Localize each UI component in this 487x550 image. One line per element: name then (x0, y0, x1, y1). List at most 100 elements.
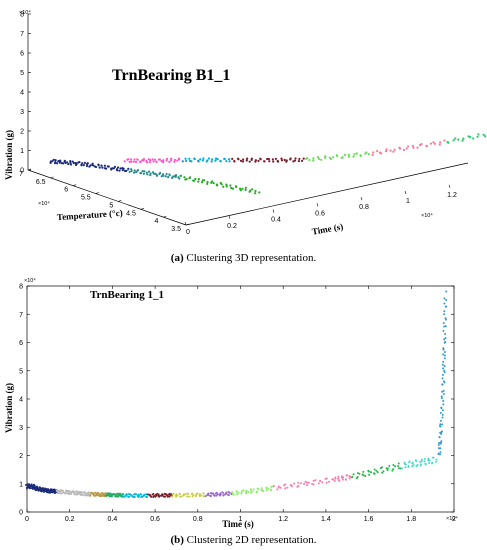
data-point (148, 161, 152, 164)
x-tick-label: 0.2 (65, 516, 75, 523)
data-point (442, 389, 445, 392)
data-point (169, 159, 173, 162)
x-tick-label: 1.2 (447, 192, 457, 199)
x-exponent-2d: ×10⁴ (446, 515, 458, 522)
data-point (420, 458, 423, 461)
data-point (416, 146, 419, 149)
y-tick (118, 200, 122, 202)
data-point (202, 495, 205, 498)
data-point (119, 167, 122, 170)
data-point (212, 182, 215, 185)
data-point (197, 160, 200, 163)
data-point (73, 493, 76, 496)
data-point (82, 494, 85, 497)
data-point (187, 493, 190, 496)
data-point (162, 495, 165, 498)
data-point (397, 465, 400, 468)
data-point (216, 493, 219, 496)
data-point (149, 174, 152, 177)
data-point (107, 494, 110, 497)
data-point (188, 157, 191, 160)
x-axis-label-2d: Time (s) (222, 519, 254, 529)
data-point (115, 168, 119, 171)
data-point (236, 493, 239, 496)
data-point (443, 302, 446, 305)
data-point (400, 467, 403, 470)
data-point (325, 481, 328, 484)
data-point (442, 330, 445, 333)
data-point (367, 153, 370, 156)
data-point (252, 488, 255, 491)
data-point (447, 141, 450, 144)
data-point (347, 153, 350, 156)
data-point (168, 160, 171, 164)
data-point (445, 290, 448, 293)
data-point (443, 357, 446, 360)
data-point (441, 390, 444, 393)
cluster-2d-0 (25, 483, 59, 494)
y-tick (27, 168, 32, 171)
cluster-3d-0 (49, 158, 130, 173)
data-point (274, 157, 277, 160)
data-point (276, 160, 280, 163)
z-axis-label: Vibration (g) (4, 130, 14, 180)
data-point (87, 494, 90, 497)
data-point (164, 175, 167, 178)
data-point (233, 160, 236, 163)
data-point (343, 153, 347, 157)
data-point (439, 141, 442, 144)
data-point (63, 159, 67, 162)
data-point (158, 172, 161, 176)
data-point (184, 493, 187, 496)
caption-b: (b) Clustering 2D representation. (0, 534, 487, 546)
data-point (317, 482, 320, 485)
data-point (372, 151, 375, 154)
data-point (106, 165, 109, 168)
data-point (419, 463, 422, 466)
data-point (260, 487, 263, 490)
data-point (428, 462, 431, 465)
data-point (139, 172, 142, 175)
data-point (206, 159, 209, 162)
data-point (126, 168, 129, 172)
cluster-2d-11 (400, 456, 438, 470)
data-point (284, 487, 287, 490)
data-point (170, 157, 173, 160)
data-point (159, 494, 162, 497)
data-point (267, 487, 270, 490)
data-point (157, 494, 160, 497)
data-point (370, 471, 373, 474)
caption-a-letter: (a) (170, 252, 184, 264)
data-point (443, 341, 446, 344)
data-point (259, 158, 262, 161)
data-point (85, 164, 89, 168)
data-point (441, 413, 444, 416)
data-point (442, 347, 445, 350)
data-point (304, 480, 307, 483)
data-point (442, 399, 445, 402)
data-point (207, 157, 211, 160)
data-point (280, 159, 284, 162)
data-point (54, 159, 57, 162)
data-point (178, 492, 181, 495)
data-point (239, 159, 243, 162)
data-point (122, 167, 125, 170)
data-point (207, 492, 210, 495)
data-point (136, 158, 139, 161)
x-tick-label: 0.6 (150, 516, 160, 523)
data-point (254, 160, 257, 163)
cluster-2d-5 (147, 492, 174, 498)
data-point (174, 173, 178, 177)
data-point (271, 158, 274, 161)
data-point (286, 486, 289, 489)
data-point (206, 182, 209, 185)
data-point (248, 160, 251, 163)
data-point (91, 162, 94, 165)
data-point (52, 158, 55, 161)
x-tick (448, 184, 451, 188)
data-point (49, 491, 52, 494)
y-tick-label: 4.5 (126, 210, 136, 217)
data-point (109, 492, 112, 495)
data-point (193, 179, 196, 182)
data-point (77, 492, 80, 495)
